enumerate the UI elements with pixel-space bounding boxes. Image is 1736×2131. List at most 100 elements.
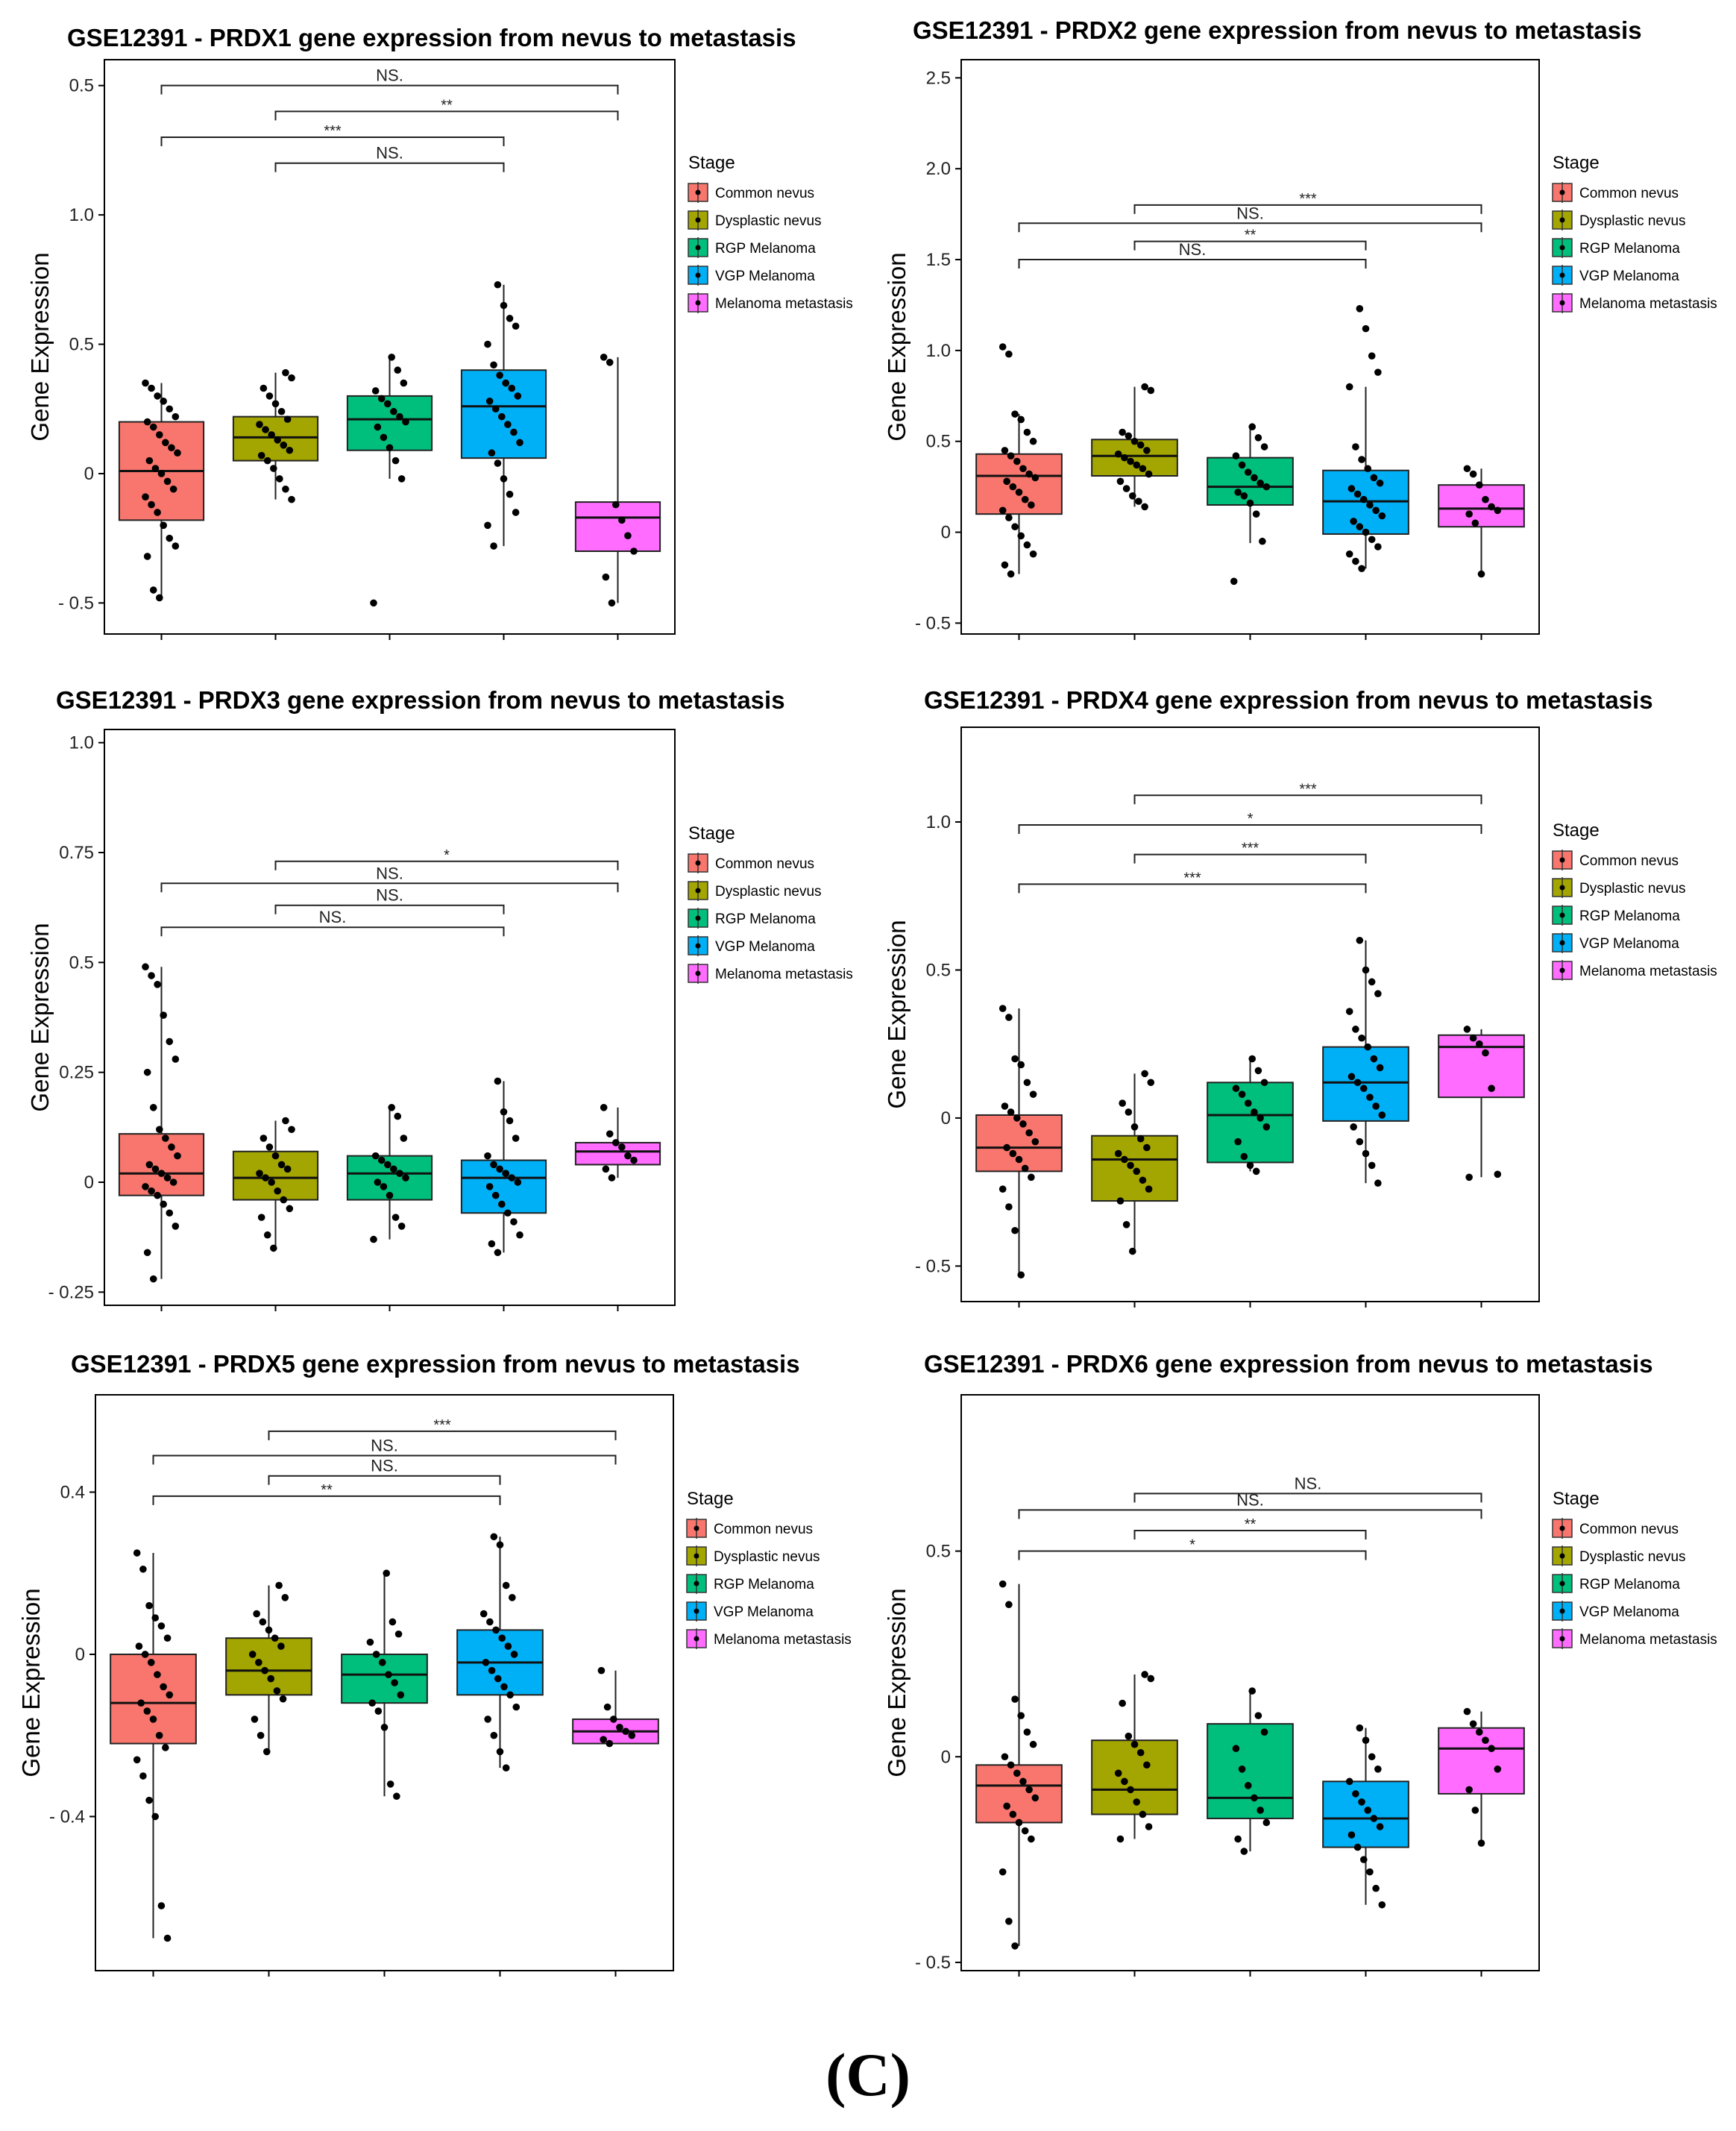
data-point <box>1246 499 1254 507</box>
plot-frame <box>960 1394 1540 1971</box>
y-tick-label: 1.0 <box>69 205 94 225</box>
data-point <box>139 1772 147 1780</box>
data-point <box>1141 383 1148 391</box>
data-point <box>1114 1769 1122 1777</box>
legend-label: RGP Melanoma <box>715 911 816 927</box>
significance-bracket: NS. <box>160 66 619 95</box>
data-point <box>1372 1102 1380 1110</box>
data-point <box>602 1165 610 1173</box>
data-point <box>494 280 502 289</box>
data-point <box>282 1117 289 1125</box>
y-axis-label: Gene Expression <box>883 1588 911 1777</box>
data-point <box>1230 577 1238 586</box>
legend-swatch-dot <box>694 1636 699 1642</box>
data-point <box>143 1707 151 1715</box>
data-point <box>1007 452 1015 460</box>
data-point <box>271 1152 280 1160</box>
legend-item: RGP Melanoma <box>688 908 816 929</box>
legend-label: Dysplastic nevus <box>1579 881 1686 897</box>
box-body <box>1322 1780 1409 1848</box>
data-point <box>1244 1099 1252 1107</box>
data-point <box>386 444 394 452</box>
data-point <box>374 1179 382 1186</box>
legend-label: Melanoma metastasis <box>1579 964 1717 979</box>
data-point <box>998 506 1007 515</box>
data-point <box>1244 468 1252 476</box>
data-point <box>1368 1753 1376 1761</box>
y-tick-label: 0.75 <box>59 843 94 863</box>
legend-swatch-dot <box>1559 189 1565 195</box>
data-point <box>1021 1164 1029 1173</box>
data-point <box>1133 1167 1141 1176</box>
data-point <box>166 1038 174 1046</box>
data-point <box>1147 1675 1155 1683</box>
data-point <box>498 1200 506 1208</box>
data-point <box>1025 470 1033 478</box>
data-point <box>1128 492 1136 500</box>
data-point <box>1370 1055 1378 1063</box>
data-point <box>1463 1026 1471 1033</box>
data-point <box>1015 489 1023 496</box>
significance-bracket: ** <box>1133 227 1367 251</box>
significance-label: ** <box>321 1482 333 1498</box>
significance-bracket: NS. <box>152 1437 617 1465</box>
data-point <box>1368 536 1376 544</box>
data-point <box>485 1183 494 1190</box>
data-point <box>160 398 167 405</box>
data-point <box>492 1626 500 1634</box>
box-rgp-melanoma <box>1207 1058 1294 1172</box>
data-point <box>374 423 382 431</box>
box-rgp-melanoma <box>346 1107 433 1240</box>
data-point <box>163 1934 172 1942</box>
legend-title: Stage <box>688 823 735 844</box>
significance-bracket: NS. <box>1133 1474 1482 1503</box>
data-point <box>484 340 491 348</box>
data-point <box>265 1143 274 1151</box>
box-body <box>574 501 661 553</box>
data-point <box>514 1179 522 1186</box>
data-point <box>1378 1111 1386 1119</box>
box-body <box>1207 1723 1294 1819</box>
data-point <box>256 421 263 428</box>
data-point <box>1023 1079 1031 1087</box>
data-point <box>157 1170 166 1178</box>
data-point <box>1259 537 1266 545</box>
data-point <box>174 449 181 457</box>
data-point <box>155 1731 163 1739</box>
data-point <box>1127 457 1134 465</box>
data-point <box>262 426 269 433</box>
legend-item: Common nevus <box>686 1518 813 1539</box>
data-point <box>1352 1790 1359 1798</box>
bracket-line <box>268 1475 501 1485</box>
data-point <box>1488 1085 1495 1093</box>
data-point <box>277 1642 285 1650</box>
data-point <box>1028 501 1035 509</box>
legend-label: Dysplastic nevus <box>1579 1549 1686 1565</box>
legend-label: Melanoma metastasis <box>1579 296 1717 312</box>
data-point <box>1031 474 1040 482</box>
data-point <box>490 1533 498 1541</box>
legend-swatch-dot <box>1559 967 1565 973</box>
legend-item: VGP Melanoma <box>686 1601 814 1622</box>
data-point <box>1477 1839 1485 1847</box>
y-tick-label: 0 <box>84 464 94 484</box>
data-point <box>1007 570 1015 578</box>
data-point <box>274 436 281 444</box>
data-point <box>506 1117 514 1125</box>
data-point <box>1017 1271 1025 1279</box>
data-point <box>1234 1835 1242 1843</box>
data-point <box>612 500 620 509</box>
y-tick-label: 0.5 <box>926 960 951 980</box>
chart-svg: GSE12391 - PRDX5 gene expression from ne… <box>17 1350 852 1977</box>
data-point <box>1011 410 1019 418</box>
data-point <box>169 485 177 493</box>
y-tick-label: 0.5 <box>69 76 94 96</box>
data-point <box>1122 1221 1130 1228</box>
chart-title: GSE12391 - PRDX3 gene expression from ne… <box>56 686 785 714</box>
data-point <box>998 343 1007 351</box>
legend-swatch-dot <box>695 915 701 921</box>
chart-svg: GSE12391 - PRDX1 gene expression from ne… <box>26 24 853 640</box>
legend-swatch-dot <box>694 1525 699 1531</box>
data-point <box>1019 465 1027 473</box>
legend-title: Stage <box>1553 1489 1600 1509</box>
